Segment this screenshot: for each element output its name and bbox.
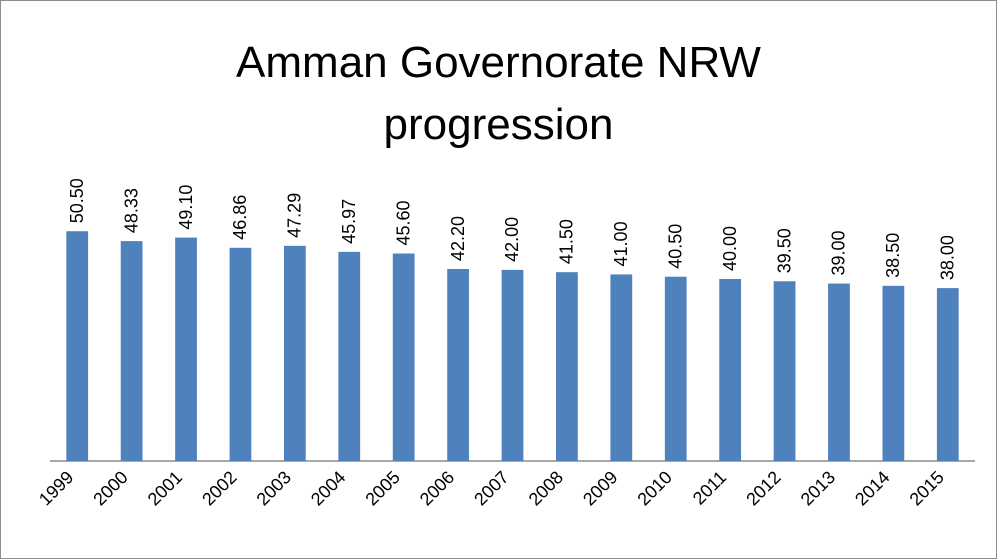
data-label: 41.50 [557,219,577,264]
bar [175,237,197,461]
data-label: 46.86 [230,195,250,240]
bar [338,251,361,461]
bar [882,285,905,461]
bar [283,245,306,461]
bar [447,268,469,461]
chart-title: Amman Governorate NRW progression [236,38,761,149]
bar [229,247,252,461]
bar [556,272,578,461]
data-label: 49.10 [176,185,196,230]
bar [719,279,742,461]
data-label: 39.00 [829,231,849,276]
bar [392,253,415,461]
data-label: 38.00 [938,235,958,280]
data-label: 41.00 [611,221,631,266]
data-label: 45.97 [339,199,359,244]
bar [120,241,143,461]
data-label: 42.00 [502,217,522,262]
bar [828,283,850,461]
data-label: 47.29 [285,193,305,238]
bar [773,281,796,461]
bar [66,231,89,461]
bar [610,274,633,461]
data-label: 40.00 [720,226,740,271]
data-label: 40.50 [665,224,685,269]
data-label: 38.50 [883,233,903,278]
bar [936,288,959,461]
data-label: 42.20 [448,216,468,261]
data-label: 39.50 [774,228,794,273]
data-label: 45.60 [393,200,413,245]
bar [501,269,524,461]
data-label: 48.33 [121,188,141,233]
bar [664,276,687,461]
data-label: 50.50 [67,178,87,223]
